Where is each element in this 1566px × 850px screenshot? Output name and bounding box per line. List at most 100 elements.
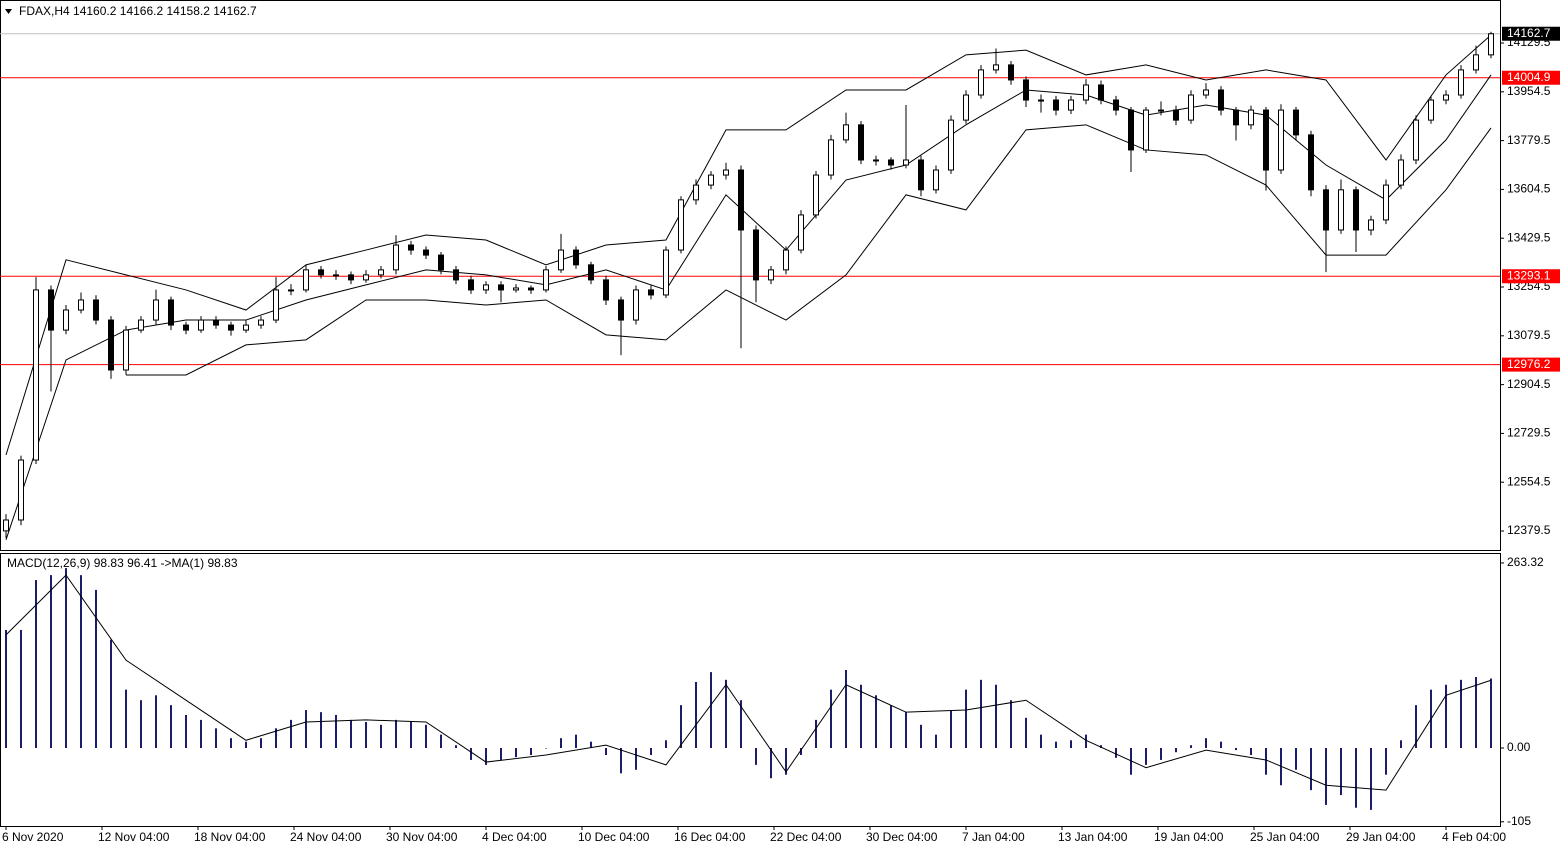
x-tick-label: 6 Nov 2020 xyxy=(2,830,64,844)
candle-body xyxy=(723,169,729,176)
candle-body xyxy=(588,264,594,281)
macd-bar xyxy=(890,705,892,748)
candle-body xyxy=(408,244,414,251)
candle-body xyxy=(738,169,744,231)
x-tick-label: 4 Dec 04:00 xyxy=(482,830,547,844)
candle-body xyxy=(228,324,234,331)
macd-bar xyxy=(785,748,787,775)
candle-body xyxy=(453,269,459,281)
price-header: FDAX,H4 14160.2 14166.2 14158.2 14162.7 xyxy=(19,4,257,18)
macd-bar xyxy=(755,748,757,765)
macd-bar xyxy=(410,722,412,748)
macd-bar xyxy=(935,734,937,748)
level-label-box xyxy=(1502,269,1560,284)
candle-body xyxy=(153,299,159,321)
candle-body xyxy=(978,69,984,96)
macd-bar xyxy=(170,705,172,748)
macd-bar xyxy=(1160,748,1162,760)
candle-body xyxy=(1053,99,1059,111)
candle-body xyxy=(783,249,789,271)
macd-title: MACD(12,26,9) xyxy=(7,556,90,570)
macd-bar xyxy=(1085,734,1087,748)
macd-bar xyxy=(560,738,562,748)
candle-body xyxy=(33,289,39,461)
candle-body xyxy=(858,124,864,161)
candle-body xyxy=(798,214,804,251)
candle-body xyxy=(1413,119,1419,161)
candle-body xyxy=(1458,69,1464,96)
macd-bar xyxy=(620,748,622,774)
candle-body xyxy=(933,169,939,191)
candle-body xyxy=(1158,109,1164,112)
macd-bar xyxy=(1220,741,1222,748)
y-tick-label: 12904.5 xyxy=(1507,377,1551,391)
macd-bar xyxy=(1025,717,1027,748)
macd-bar xyxy=(1325,748,1327,805)
candle-body xyxy=(1383,184,1389,221)
macd-bar xyxy=(1295,748,1297,770)
candle-body xyxy=(558,249,564,271)
signal-line xyxy=(5,574,1492,791)
macd-bar xyxy=(1340,748,1342,796)
candle-body xyxy=(1203,89,1209,96)
candle-body xyxy=(1308,134,1314,191)
quote-low: 14158.2 xyxy=(167,4,211,18)
macd-bar xyxy=(875,695,877,748)
candle-body xyxy=(633,289,639,321)
macd-bar xyxy=(980,679,982,748)
y-tick-label: 12729.5 xyxy=(1507,426,1551,440)
bollinger-middle xyxy=(5,74,1492,540)
macd-bar xyxy=(1475,677,1477,748)
macd-bar xyxy=(575,734,577,748)
candle-body xyxy=(288,289,294,292)
macd-bar xyxy=(545,748,547,749)
y-tick-label: 263.32 xyxy=(1507,555,1544,569)
x-tick-label: 16 Dec 04:00 xyxy=(674,830,746,844)
macd-header: MACD(12,26,9) 98.83 96.41 ->MA(1) 98.83 xyxy=(7,556,238,570)
macd-bar xyxy=(965,689,967,748)
candle-body xyxy=(603,279,609,301)
macd-bar xyxy=(1190,745,1192,748)
macd-value: 98.83 xyxy=(94,556,124,570)
macd-bar xyxy=(815,719,817,748)
candle-body xyxy=(1143,109,1149,151)
candle-body xyxy=(258,319,264,326)
macd-bar xyxy=(1250,748,1252,756)
ma-label: ->MA(1) xyxy=(160,556,204,570)
candle-body xyxy=(108,319,114,371)
macd-bar xyxy=(275,728,277,748)
candle-body xyxy=(333,274,339,277)
candle-body xyxy=(573,249,579,266)
candle-body xyxy=(1398,159,1404,186)
macd-bar xyxy=(80,575,82,748)
candle-body xyxy=(348,274,354,281)
x-tick-label: 24 Nov 04:00 xyxy=(290,830,362,844)
candle-body xyxy=(1323,189,1329,231)
macd-bar xyxy=(1370,748,1372,810)
macd-bar xyxy=(35,580,37,748)
candle-body xyxy=(1233,109,1239,126)
macd-bar xyxy=(485,748,487,765)
x-tick-label: 18 Nov 04:00 xyxy=(194,830,266,844)
candle-body xyxy=(1038,99,1044,102)
x-tick-label: 4 Feb 04:00 xyxy=(1442,830,1506,844)
macd-bar xyxy=(20,629,22,748)
macd-bar xyxy=(635,748,637,770)
candle-body xyxy=(438,254,444,271)
macd-bar xyxy=(365,722,367,748)
macd-bar xyxy=(740,700,742,748)
macd-bar xyxy=(380,724,382,748)
macd-bar xyxy=(830,689,832,748)
level-label-box xyxy=(1502,357,1560,372)
macd-bar xyxy=(1040,734,1042,748)
candle-body xyxy=(888,159,894,166)
candle-body xyxy=(1188,94,1194,121)
collapse-icon[interactable] xyxy=(5,9,12,14)
signal-value: 96.41 xyxy=(127,556,157,570)
level-label: 13293.1 xyxy=(1507,268,1551,282)
x-tick-label: 7 Jan 04:00 xyxy=(962,830,1025,844)
macd-bar xyxy=(1400,740,1402,748)
candle-body xyxy=(1068,99,1074,111)
x-tick-label: 10 Dec 04:00 xyxy=(578,830,650,844)
candle-body xyxy=(168,299,174,326)
